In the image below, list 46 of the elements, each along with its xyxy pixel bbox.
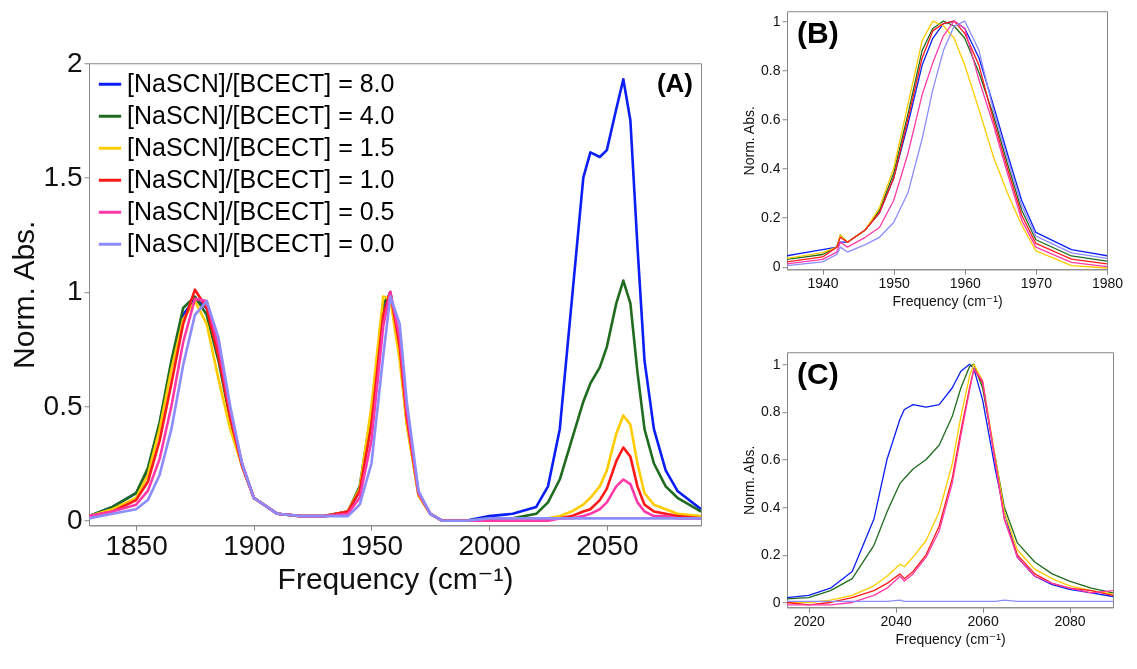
x-tick-label: 2040 — [880, 612, 912, 629]
annotation: (C) — [797, 357, 839, 391]
y-tick-label: 0.4 — [761, 498, 781, 515]
x-tick-label: 1940 — [807, 274, 839, 291]
legend-label: [NaSCN]/[BCECT] = 0.5 — [127, 197, 395, 226]
x-axis-title: Frequency (cm⁻¹) — [277, 561, 514, 595]
y-tick-label: 1 — [772, 355, 781, 372]
x-tick-label: 2080 — [1054, 612, 1086, 629]
legend-label: [NaSCN]/[BCECT] = 8.0 — [127, 69, 395, 98]
y-tick-label: 1 — [772, 12, 781, 29]
y-tick-label: 0.2 — [761, 546, 781, 563]
x-axis-title: Frequency (cm⁻¹) — [892, 292, 1003, 309]
y-axis-title: Norm. Abs. — [741, 106, 758, 176]
y-axis-title: Norm. Abs. — [6, 220, 40, 369]
y-tick-label: 0.4 — [761, 160, 781, 177]
y-axis-title: Norm. Abs. — [741, 445, 758, 515]
y-tick-label: 0.8 — [761, 403, 781, 420]
x-tick-label: 2000 — [458, 529, 521, 561]
legend-label: [NaSCN]/[BCECT] = 1.0 — [127, 165, 395, 194]
y-tick-label: 0.6 — [761, 110, 781, 127]
annotation: (A) — [656, 68, 693, 99]
x-tick-label: 1950 — [340, 529, 404, 561]
x-tick-label: 2020 — [793, 612, 826, 629]
y-tick-label: 0.6 — [761, 450, 781, 467]
x-axis-title: Frequency (cm⁻¹) — [895, 630, 1006, 647]
x-tick-label: 1980 — [1091, 274, 1124, 291]
x-tick-label: 1900 — [223, 529, 286, 561]
x-tick-label: 2050 — [576, 529, 639, 561]
x-tick-label: 1850 — [105, 529, 168, 561]
y-tick-label: 0 — [772, 593, 781, 610]
x-tick-label: 1970 — [1020, 274, 1053, 291]
y-tick-label: 1.5 — [43, 161, 83, 193]
y-tick-label: 0.8 — [761, 61, 781, 78]
y-tick-label: 0 — [66, 504, 83, 536]
y-tick-label: 2 — [66, 46, 83, 78]
legend-label: [NaSCN]/[BCECT] = 0.0 — [127, 229, 395, 258]
y-tick-label: 0 — [772, 258, 781, 275]
x-tick-label: 1960 — [949, 274, 982, 291]
annotation: (B) — [797, 16, 839, 50]
y-tick-label: 1 — [66, 275, 83, 307]
legend-label: [NaSCN]/[BCECT] = 4.0 — [127, 101, 395, 130]
y-tick-label: 0.5 — [43, 389, 83, 421]
x-tick-label: 1950 — [878, 274, 910, 291]
x-tick-label: 2060 — [967, 612, 999, 629]
y-tick-label: 0.2 — [761, 209, 781, 226]
legend-label: [NaSCN]/[BCECT] = 1.5 — [127, 133, 395, 162]
